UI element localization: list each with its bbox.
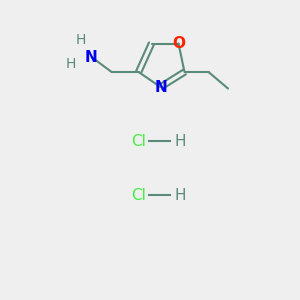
Text: H: H [174, 188, 185, 202]
Text: H: H [76, 34, 86, 47]
Text: N: N [154, 80, 167, 94]
Text: H: H [174, 134, 185, 148]
Text: Cl: Cl [130, 134, 146, 148]
Text: H: H [65, 58, 76, 71]
Text: O: O [172, 36, 185, 51]
Text: N: N [85, 50, 98, 64]
Text: Cl: Cl [130, 188, 146, 202]
